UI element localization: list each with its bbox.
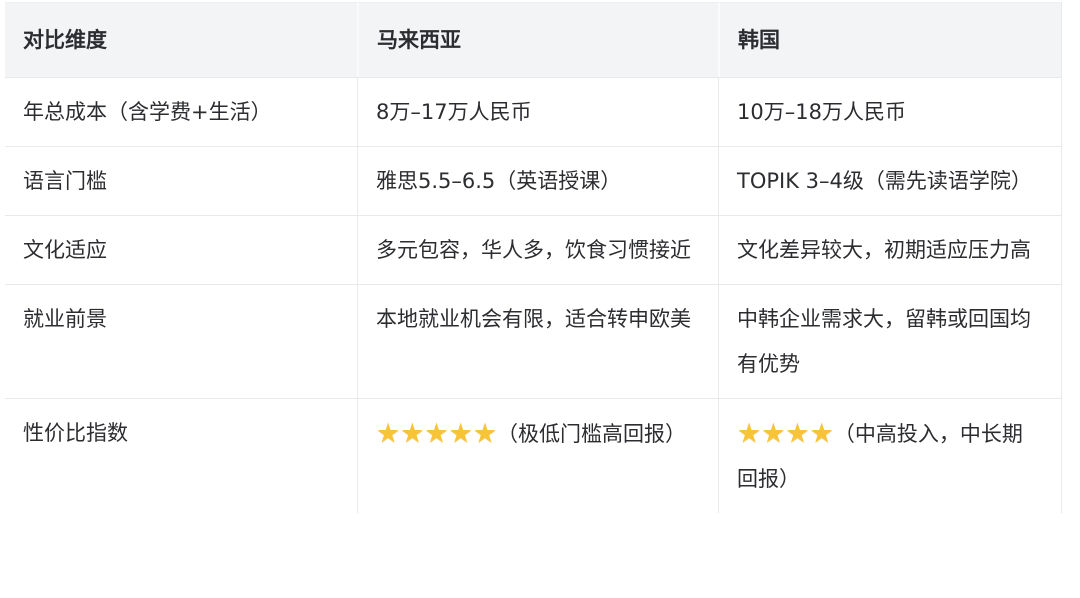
star-rating-icon: ★★★★★ xyxy=(376,418,498,449)
header-korea: 韩国 xyxy=(718,2,1062,77)
cell-malaysia: 8万–17万人民币 xyxy=(357,77,718,146)
cell-dimension: 性价比指数 xyxy=(5,398,357,513)
table-row-value-index: 性价比指数 ★★★★★（极低门槛高回报） ★★★★（中高投入，中长期回报） xyxy=(5,398,1062,513)
cell-malaysia: 多元包容，华人多，饮食习惯接近 xyxy=(357,215,718,284)
cell-korea: 中韩企业需求大，留韩或回国均有优势 xyxy=(718,284,1062,398)
star-rating-icon: ★★★★ xyxy=(737,418,834,449)
star-rating-note: （极低门槛高回报） xyxy=(497,422,687,446)
table-row-language: 语言门槛 雅思5.5–6.5（英语授课） TOPIK 3–4级（需先读语学院） xyxy=(5,146,1062,215)
cell-dimension: 年总成本（含学费+生活） xyxy=(5,77,357,146)
header-malaysia: 马来西亚 xyxy=(357,2,718,77)
header-dimension: 对比维度 xyxy=(5,2,357,77)
comparison-table-container: 对比维度 马来西亚 韩国 年总成本（含学费+生活） 8万–17万人民币 10万–… xyxy=(5,2,1063,513)
comparison-table: 对比维度 马来西亚 韩国 年总成本（含学费+生活） 8万–17万人民币 10万–… xyxy=(5,2,1062,513)
cell-malaysia: 本地就业机会有限，适合转申欧美 xyxy=(357,284,718,398)
cell-malaysia: 雅思5.5–6.5（英语授课） xyxy=(357,146,718,215)
cell-korea: 文化差异较大，初期适应压力高 xyxy=(718,215,1062,284)
cell-korea: ★★★★（中高投入，中长期回报） xyxy=(718,398,1062,513)
cell-malaysia: ★★★★★（极低门槛高回报） xyxy=(357,398,718,513)
cell-korea: TOPIK 3–4级（需先读语学院） xyxy=(718,146,1062,215)
cell-dimension: 文化适应 xyxy=(5,215,357,284)
table-row-employment: 就业前景 本地就业机会有限，适合转申欧美 中韩企业需求大，留韩或回国均有优势 xyxy=(5,284,1062,398)
table-row-annual-cost: 年总成本（含学费+生活） 8万–17万人民币 10万–18万人民币 xyxy=(5,77,1062,146)
cell-dimension: 语言门槛 xyxy=(5,146,357,215)
star-rating-note: （中高投入，中长期回报） xyxy=(737,422,1023,491)
cell-dimension: 就业前景 xyxy=(5,284,357,398)
cell-korea: 10万–18万人民币 xyxy=(718,77,1062,146)
table-row-culture: 文化适应 多元包容，华人多，饮食习惯接近 文化差异较大，初期适应压力高 xyxy=(5,215,1062,284)
header-row: 对比维度 马来西亚 韩国 xyxy=(5,2,1062,77)
